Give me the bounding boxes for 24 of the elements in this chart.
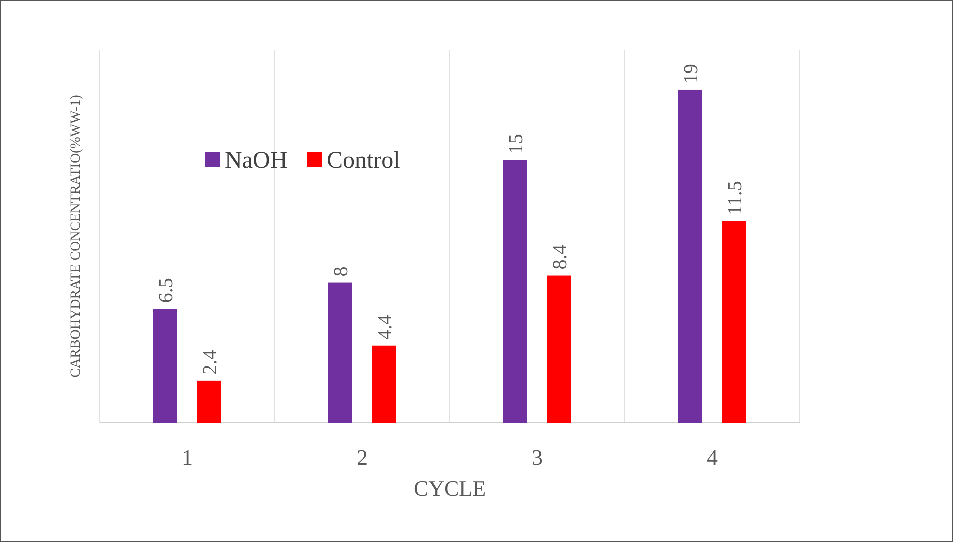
- x-tick-label: 1: [182, 445, 193, 470]
- x-tick-label: 3: [532, 445, 543, 470]
- x-tick-label: 2: [357, 445, 368, 470]
- data-label: 8.4: [550, 244, 572, 270]
- bar: [372, 346, 396, 423]
- legend-label: NaOH: [225, 148, 288, 174]
- y-axis-title: CARBOHYDRATE CONCENTRATIO(%WW-1): [69, 94, 84, 378]
- x-axis-title: CYCLE: [414, 476, 486, 501]
- data-label: 19: [680, 64, 702, 84]
- bar: [548, 276, 572, 423]
- data-label: 4.4: [374, 314, 396, 340]
- x-tick-label: 4: [707, 445, 718, 470]
- legend-label: Control: [327, 148, 401, 174]
- bar: [198, 380, 222, 423]
- data-label: 8: [330, 266, 352, 277]
- data-label: 2.4: [200, 350, 222, 375]
- bar: [722, 221, 746, 423]
- bar: [328, 282, 352, 423]
- data-label: 15: [506, 134, 528, 154]
- bar: [154, 309, 178, 423]
- data-label: 11.5: [724, 181, 746, 216]
- bar: [678, 90, 702, 423]
- data-label: 6.5: [156, 278, 178, 304]
- bar: [504, 160, 528, 423]
